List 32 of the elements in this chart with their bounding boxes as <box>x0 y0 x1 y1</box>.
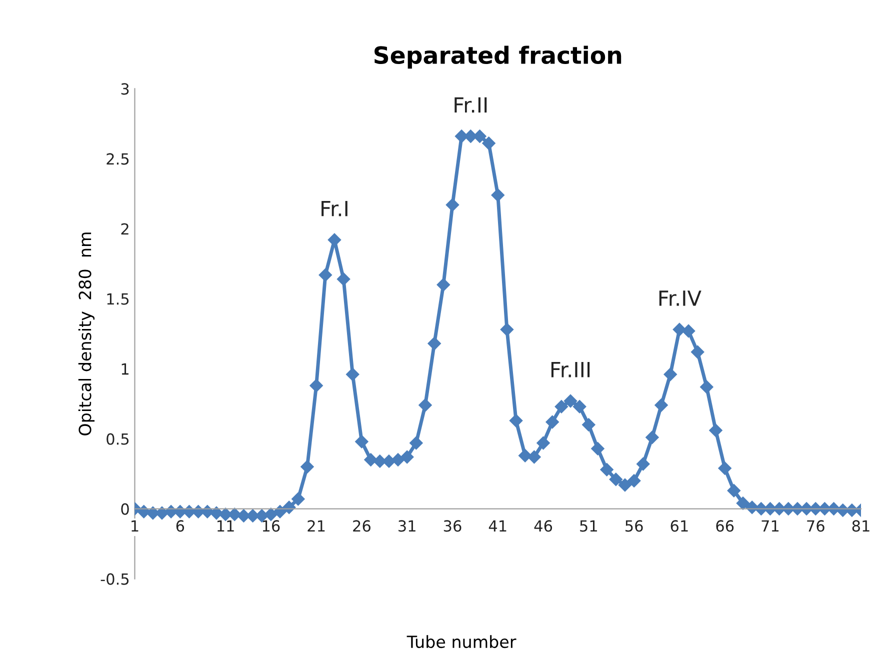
x-tick-label: 1 <box>132 520 138 532</box>
y-tick-label: 2.5 <box>106 153 129 165</box>
x-tick-label: 51 <box>580 520 597 532</box>
x-tick-label: 16 <box>262 520 280 532</box>
annotation: Fr.II <box>454 97 487 113</box>
annotation: Fr.I <box>322 200 348 216</box>
x-tick-label: 26 <box>353 520 370 532</box>
y-tick-label: 3 <box>121 83 129 95</box>
x-tick-label: 61 <box>670 520 688 532</box>
chart-title: Separated fraction <box>374 46 622 69</box>
y-axis-title: Opitcal density 280 nm <box>78 232 95 436</box>
annotation: Fr.III <box>551 362 590 378</box>
y-tick-label: 1.5 <box>107 293 129 305</box>
x-tick-label: 46 <box>534 520 552 532</box>
x-tick-label: 81 <box>852 520 870 532</box>
x-tick-label: 76 <box>807 520 824 532</box>
x-tick-label: 41 <box>488 520 506 532</box>
x-tick-label: 66 <box>716 520 734 532</box>
x-tick-label: 11 <box>217 520 234 532</box>
y-tick-label: 1 <box>122 363 128 375</box>
y-tick-label: -0.5 <box>100 573 129 585</box>
x-tick-label: 6 <box>176 520 184 532</box>
x-axis-title: Tube number <box>406 635 516 648</box>
y-tick-label: 0 <box>121 503 129 515</box>
y-tick-label: 2 <box>121 223 128 235</box>
annotation: Fr.IV <box>659 290 702 306</box>
x-tick-label: 56 <box>626 520 643 532</box>
y-tick-label: 0.5 <box>106 433 129 445</box>
x-tick-label: 36 <box>444 520 462 532</box>
x-tick-label: 21 <box>308 520 325 532</box>
x-tick-label: 31 <box>398 520 416 532</box>
x-tick-label: 71 <box>762 520 779 532</box>
